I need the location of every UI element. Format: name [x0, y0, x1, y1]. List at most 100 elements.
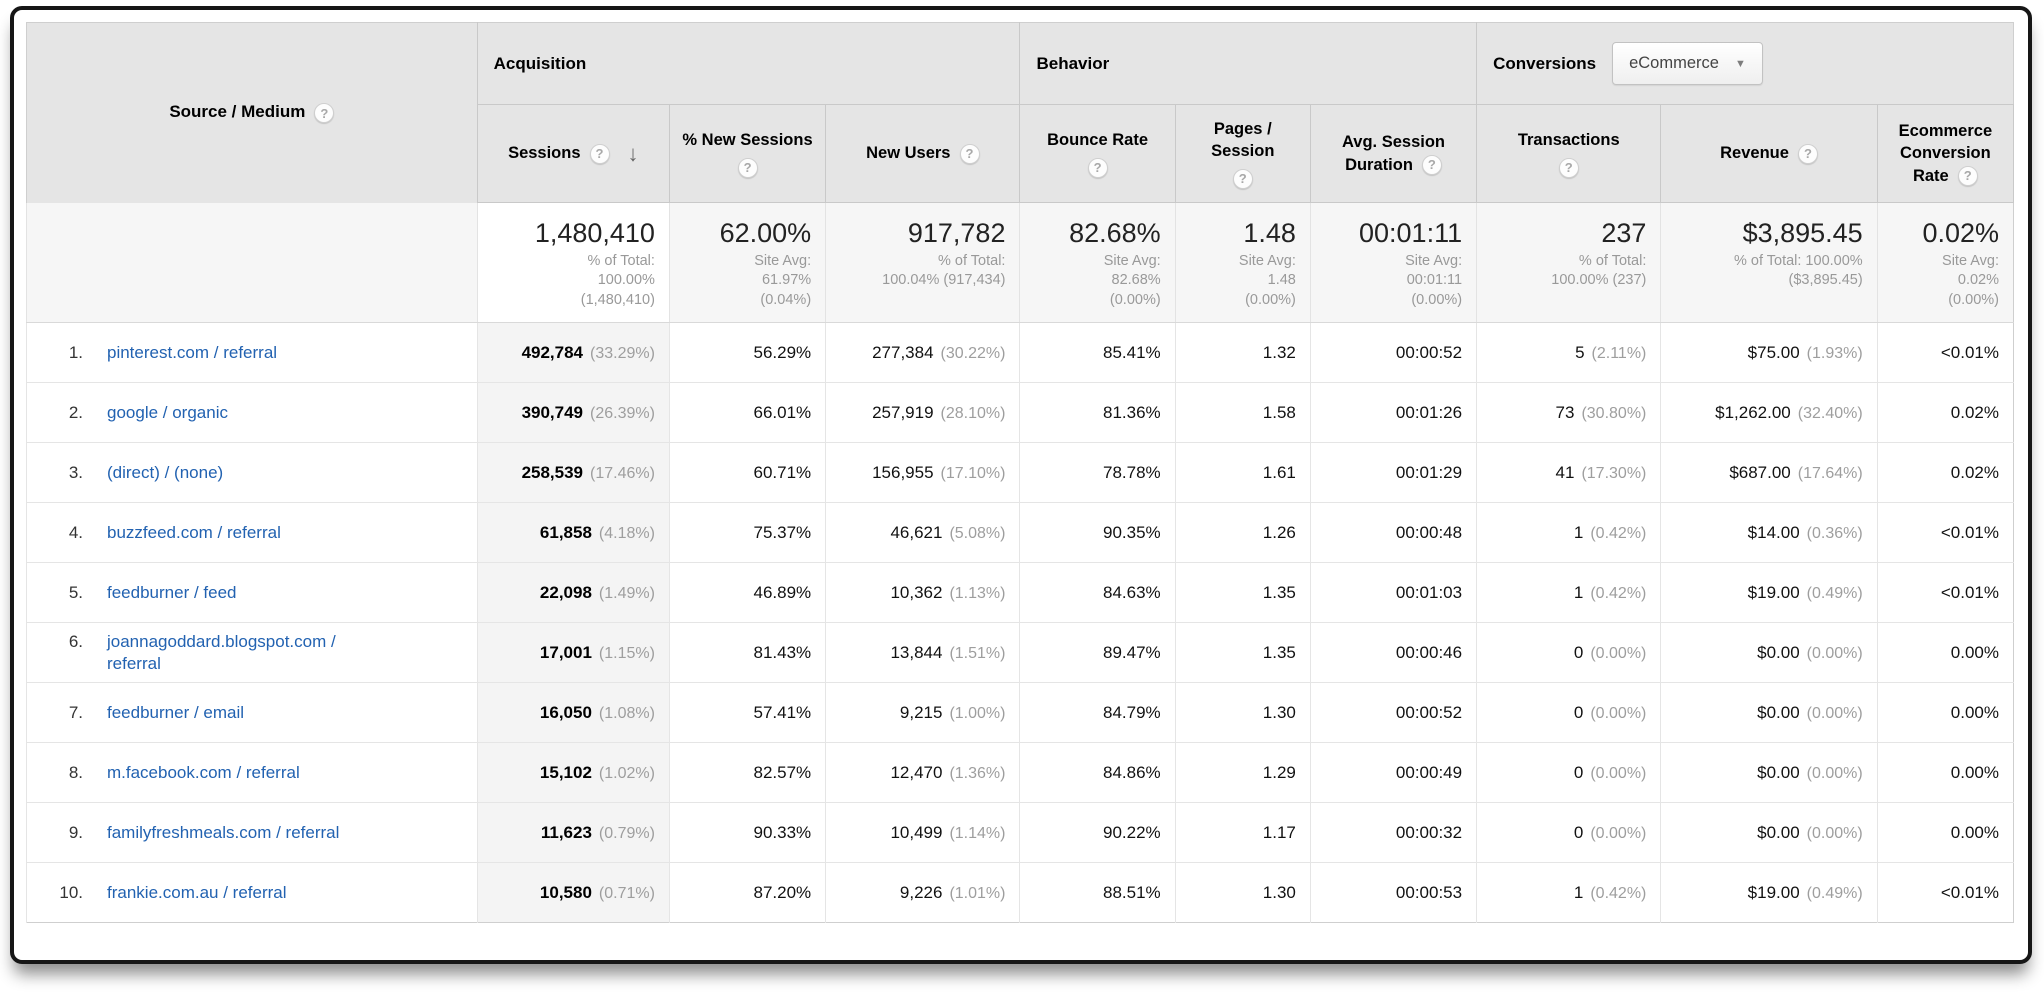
new-users-cell: 13,844(1.51%): [826, 623, 1020, 683]
ecommerce-conversion-rate-value: 0.00%: [1951, 703, 1999, 722]
transactions-cell: 5(2.11%): [1477, 323, 1661, 383]
source-medium-link[interactable]: buzzfeed.com / referral: [107, 522, 281, 544]
source-medium-link[interactable]: feedburner / feed: [107, 582, 236, 604]
bounce-rate-header-label: Bounce Rate: [1047, 131, 1148, 149]
column-header-new-users[interactable]: New Users?: [826, 105, 1020, 203]
sessions-percent: (1.49%): [599, 585, 655, 602]
sessions-cell: 22,098 (1.49%): [477, 563, 669, 623]
column-header-source-medium[interactable]: Source / Medium?: [27, 23, 478, 203]
column-header-pages-session[interactable]: Pages / Session?: [1175, 105, 1310, 203]
new-users-percent: (1.00%): [949, 705, 1005, 722]
sessions-value: 22,098: [540, 583, 592, 602]
help-icon[interactable]: ?: [738, 158, 758, 178]
table-row: 7.feedburner / email 16,050(1.08%) 57.41…: [27, 683, 2014, 743]
help-icon[interactable]: ?: [1233, 169, 1253, 189]
ecommerce-conversion-rate-value: 0.00%: [1951, 763, 1999, 782]
pct-new-sessions-value: 56.29%: [753, 343, 811, 362]
sessions-cell: 10,580(0.71%): [477, 863, 669, 923]
new-users-value: 277,384: [872, 343, 933, 362]
source-medium-cell: 7. feedburner / email: [27, 683, 478, 743]
sessions-percent: (0.79%): [599, 825, 655, 842]
source-medium-link[interactable]: frankie.com.au / referral: [107, 882, 287, 904]
avg-session-duration-cell: 00:00:53: [1310, 863, 1476, 923]
new-users-value: 156,955: [872, 463, 933, 482]
table-row: 6.joannagoddard.blogspot.com / referral …: [27, 623, 2014, 683]
help-icon[interactable]: ?: [1958, 166, 1978, 186]
source-medium-link[interactable]: google / organic: [107, 402, 228, 424]
source-medium-link[interactable]: feedburner / email: [107, 702, 244, 724]
avg-session-duration-cell: 00:00:46: [1310, 623, 1476, 683]
help-icon[interactable]: ?: [960, 144, 980, 164]
source-medium-cell: 9.familyfreshmeals.com / referral: [27, 803, 478, 863]
column-header-bounce-rate[interactable]: Bounce Rate?: [1020, 105, 1175, 203]
transactions-value: 1: [1574, 883, 1583, 902]
totals-sessions-cell: 1,480,410 % of Total: 100.00% (1,480,410…: [477, 203, 669, 323]
ecommerce-conversion-rate-value: 0.02%: [1951, 403, 1999, 422]
transactions-cell: 1(0.42%): [1477, 863, 1661, 923]
row-number: 7.: [37, 702, 83, 724]
column-header-sessions[interactable]: Sessions?↓: [477, 105, 669, 203]
pages-session-cell: 1.61: [1175, 443, 1310, 503]
avg-session-duration-value: 00:01:03: [1396, 583, 1462, 602]
totals-revenue-cell: $3,895.45 % of Total: 100.00% ($3,895.45…: [1661, 203, 1877, 323]
help-icon[interactable]: ?: [1088, 158, 1108, 178]
new-users-percent: (1.01%): [949, 885, 1005, 902]
source-medium-cell: 1.pinterest.com / referral: [27, 323, 478, 383]
totals-pct-new-sessions-subtext: Site Avg: 61.97% (0.04%): [678, 252, 811, 311]
revenue-cell: $0.00(0.00%): [1661, 803, 1877, 863]
group-header-row: Source / Medium? Acquisition Behavior Co…: [27, 23, 2014, 105]
conversions-goal-dropdown[interactable]: eCommerce ▼: [1612, 42, 1763, 85]
row-number: 5.: [37, 582, 83, 604]
help-icon[interactable]: ?: [1559, 158, 1579, 178]
transactions-value: 0: [1574, 763, 1583, 782]
group-header-conversions: Conversions eCommerce ▼: [1477, 23, 2014, 105]
transactions-percent: (0.00%): [1590, 705, 1646, 722]
pages-session-value: 1.29: [1263, 763, 1296, 782]
pct-new-sessions-value: 90.33%: [753, 823, 811, 842]
sort-descending-icon[interactable]: ↓: [628, 141, 639, 166]
new-users-percent: (28.10%): [941, 405, 1006, 422]
new-users-cell: 277,384(30.22%): [826, 323, 1020, 383]
help-icon[interactable]: ?: [590, 144, 610, 164]
avg-session-duration-cell: 00:00:32: [1310, 803, 1476, 863]
column-header-ecommerce-conversion-rate[interactable]: Ecommerce Conversion Rate?: [1877, 105, 2013, 203]
transactions-cell: 0 (0.00%): [1477, 683, 1661, 743]
group-header-acquisition: Acquisition: [477, 23, 1020, 105]
new-users-value: 10,362: [890, 583, 942, 602]
totals-new-users-cell: 917,782 % of Total: 100.04% (917,434): [826, 203, 1020, 323]
help-icon[interactable]: ?: [1422, 155, 1442, 175]
avg-session-duration-cell: 00:01:29: [1310, 443, 1476, 503]
source-medium-link[interactable]: joannagoddard.blogspot.com / referral: [107, 631, 372, 675]
new-users-cell: 9,215(1.00%): [826, 683, 1020, 743]
ecommerce-conversion-rate-cell: 0.02%: [1877, 383, 2013, 443]
source-medium-link[interactable]: familyfreshmeals.com / referral: [107, 822, 339, 844]
column-header-revenue[interactable]: Revenue?: [1661, 105, 1877, 203]
revenue-value: $687.00: [1729, 463, 1790, 482]
sessions-cell: 61,858(4.18%): [477, 503, 669, 563]
transactions-cell: 73(30.80%): [1477, 383, 1661, 443]
column-header-pct-new-sessions[interactable]: % New Sessions?: [669, 105, 825, 203]
help-icon[interactable]: ?: [314, 103, 334, 123]
ecommerce-conversion-rate-cell: 0.00%: [1877, 803, 2013, 863]
pct-new-sessions-value: 60.71%: [753, 463, 811, 482]
source-medium-link[interactable]: (direct) / (none): [107, 462, 223, 484]
ecommerce-conversion-rate-cell: <0.01%: [1877, 323, 2013, 383]
avg-session-duration-value: 00:00:48: [1396, 523, 1462, 542]
totals-new-users-subtext: % of Total: 100.04% (917,434): [834, 252, 1005, 291]
source-medium-link[interactable]: pinterest.com / referral: [107, 342, 277, 364]
column-header-transactions[interactable]: Transactions?: [1477, 105, 1661, 203]
bounce-rate-cell: 88.51%: [1020, 863, 1175, 923]
help-icon[interactable]: ?: [1798, 144, 1818, 164]
source-medium-link[interactable]: m.facebook.com / referral: [107, 762, 300, 784]
bounce-rate-cell: 78.78%: [1020, 443, 1175, 503]
totals-avg-session-duration-value: 00:01:11: [1319, 219, 1462, 249]
column-header-avg-session-duration[interactable]: Avg. Session Duration?: [1310, 105, 1476, 203]
totals-sessions-subtext: % of Total: 100.00% (1,480,410): [486, 252, 655, 311]
bounce-rate-value: 89.47%: [1103, 643, 1161, 662]
pages-session-value: 1.35: [1263, 583, 1296, 602]
new-users-percent: (1.36%): [949, 765, 1005, 782]
transactions-value: 0: [1574, 703, 1583, 722]
pct-new-sessions-cell: 75.37%: [669, 503, 825, 563]
pages-session-value: 1.17: [1263, 823, 1296, 842]
pages-session-value: 1.30: [1263, 883, 1296, 902]
